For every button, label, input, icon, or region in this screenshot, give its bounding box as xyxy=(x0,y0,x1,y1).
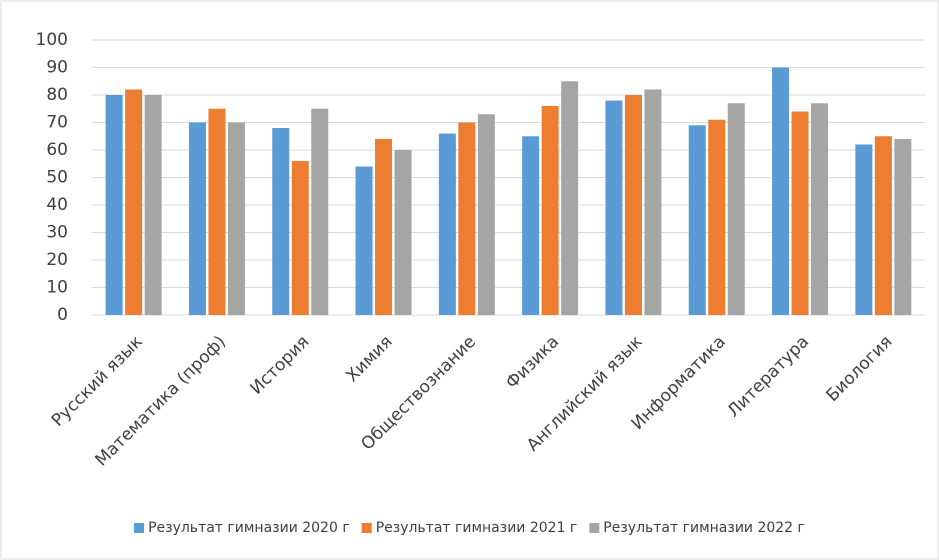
bar xyxy=(208,108,226,315)
bar xyxy=(355,166,373,315)
legend-label: Результат гимназии 2022 г xyxy=(603,520,805,536)
bar xyxy=(541,106,559,315)
bar xyxy=(438,133,456,315)
bar xyxy=(811,103,829,315)
y-tick-label: 60 xyxy=(46,140,68,160)
bar xyxy=(227,122,245,315)
bar xyxy=(144,95,162,315)
y-tick-label: 10 xyxy=(46,278,68,298)
bar xyxy=(644,89,662,315)
bar xyxy=(272,128,290,315)
y-tick-label: 30 xyxy=(46,223,68,243)
y-tick-label: 100 xyxy=(36,30,68,50)
bar xyxy=(708,119,726,315)
y-tick-label: 20 xyxy=(46,250,68,270)
bar xyxy=(874,136,892,315)
legend-swatch xyxy=(134,523,145,533)
bar xyxy=(458,122,476,315)
bar xyxy=(105,95,123,315)
bar xyxy=(772,67,790,315)
bar xyxy=(605,100,623,315)
bar xyxy=(688,125,706,315)
y-tick-label: 70 xyxy=(46,113,68,133)
bar xyxy=(188,122,206,315)
bar xyxy=(624,95,642,315)
legend-swatch xyxy=(589,523,600,533)
bar xyxy=(855,144,873,315)
bar xyxy=(311,108,329,315)
bar xyxy=(291,161,309,315)
y-tick-label: 80 xyxy=(46,85,68,105)
y-tick-label: 40 xyxy=(46,195,68,215)
legend-swatch xyxy=(361,523,372,533)
bar xyxy=(727,103,745,315)
bar xyxy=(394,150,412,315)
bar xyxy=(375,139,393,315)
bar xyxy=(522,136,540,315)
bar xyxy=(791,111,809,315)
y-tick-label: 0 xyxy=(57,305,68,325)
bar xyxy=(894,139,912,315)
bar xyxy=(561,81,579,315)
y-tick-label: 50 xyxy=(46,168,68,188)
bar xyxy=(125,89,143,315)
bar xyxy=(477,114,495,315)
legend-label: Результат гимназии 2020 г xyxy=(148,520,350,536)
legend-label: Результат гимназии 2021 г xyxy=(376,520,578,536)
y-tick-label: 90 xyxy=(46,58,68,78)
